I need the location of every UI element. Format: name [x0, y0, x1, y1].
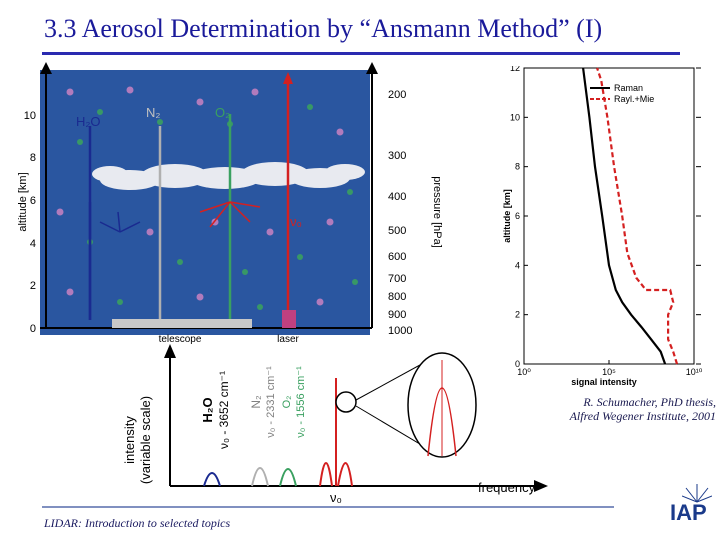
pressure-tick: 400	[388, 191, 406, 203]
o2-shift: ν₀ - 1556 cm⁻¹	[295, 366, 307, 438]
sky-background	[40, 70, 370, 335]
y-tick-label: 10	[510, 112, 520, 122]
n2-label: N₂	[146, 105, 160, 120]
lidar-scene-diagram: 0 2 4 6 8 10 altitude [km] 200 300 400 5…	[17, 62, 443, 345]
aerosol-particles	[56, 86, 358, 310]
legend: Raman Rayl.+Mie	[590, 83, 654, 104]
pressure-label: pressure [hPa]	[431, 176, 443, 248]
telescope	[112, 319, 252, 328]
pressure-tick: 900	[388, 309, 406, 321]
y-tick-label: 2	[515, 310, 520, 320]
credit-line-2: Alfred Wegener Institute, 2001	[569, 409, 716, 423]
y-axis-label: altitude [km]	[502, 189, 512, 243]
h2o-label: H₂O	[76, 114, 101, 129]
legend-raman: Raman	[614, 83, 643, 93]
altitude-axis-arrow	[40, 62, 52, 74]
o2-peak	[279, 468, 297, 487]
rayleigh-peak-left	[319, 462, 333, 487]
y-tick-label: 12	[510, 66, 520, 73]
x-tick-label: 10¹⁰	[686, 367, 703, 377]
altitude-tick: 8	[30, 152, 36, 164]
intensity-label: intensity	[122, 416, 137, 464]
pressure-tick: 700	[388, 273, 406, 285]
series-line-raman	[582, 67, 667, 365]
scatter-arrows	[199, 201, 261, 228]
n2-peak	[251, 467, 269, 487]
spectrum-diagram: intensity (variable scale) frequency ν₀ …	[122, 344, 548, 505]
nu0-axis-label: ν₀	[330, 490, 342, 505]
x-axis-ticks: 10⁰ 10⁵ 10¹⁰	[517, 360, 703, 377]
x-tick-label: 10⁰	[517, 367, 531, 377]
laser-label: laser	[277, 334, 299, 345]
h2o-spectrum-label: H₂O	[200, 397, 215, 422]
altitude-tick: 4	[30, 238, 36, 250]
altitude-tick: 6	[30, 195, 36, 207]
cloud-layer	[92, 162, 365, 190]
o2-label: O₂	[215, 105, 230, 120]
institute-logo-emblem	[682, 484, 712, 503]
altitude-tick: 0	[30, 323, 36, 335]
pressure-tick: 500	[388, 225, 406, 237]
signal-intensity-chart: 0 2 4 6 8 10 12 10⁰ 10⁵ 10¹⁰ signal intensity al…	[498, 66, 712, 388]
rayleigh-peak-right	[337, 462, 353, 487]
pressure-tick: 1000	[388, 325, 412, 337]
institute-logo: IAP	[670, 500, 707, 525]
h2o-shift: ν₀ - 3652 cm⁻¹	[217, 371, 231, 449]
credit-note: R. Schumacher, PhD thesis, Alfred Wegene…	[538, 395, 716, 423]
altitude-tick: 2	[30, 280, 36, 292]
zoom-source-circle	[335, 391, 357, 413]
title-rule	[42, 52, 680, 55]
pressure-tick: 200	[388, 89, 406, 101]
x-tick-label: 10⁵	[602, 367, 616, 377]
legend-rayl-mie: Rayl.+Mie	[614, 94, 654, 104]
o2-spectrum-label: O₂	[281, 396, 293, 409]
y-tick-label: 6	[515, 211, 520, 221]
slide-title: 3.3 Aerosol Determination by “Ansmann Me…	[44, 14, 603, 43]
telescope-label: telescope	[159, 334, 202, 345]
x-axis-label: signal intensity	[571, 377, 637, 387]
pressure-tick: 300	[388, 150, 406, 162]
n2-shift: ν₀ - 2331 cm⁻¹	[265, 366, 277, 438]
plot-series	[582, 67, 679, 365]
laser-source	[282, 310, 296, 328]
pressure-axis-arrow	[366, 62, 378, 74]
pressure-tick: 600	[388, 251, 406, 263]
nu0-label: ν₀	[290, 214, 302, 229]
altitude-tick: 10	[24, 110, 36, 122]
footer-rule	[42, 506, 614, 508]
credit-line-1: R. Schumacher, PhD thesis,	[583, 395, 716, 409]
altitude-label: altitude [km]	[17, 172, 29, 231]
pressure-tick: 800	[388, 291, 406, 303]
h2o-peak	[203, 472, 221, 487]
y-tick-label: 4	[515, 260, 520, 270]
frequency-label: frequency	[478, 480, 536, 495]
intensity-sublabel: (variable scale)	[138, 396, 153, 484]
y-axis-ticks: 0 2 4 6 8 10 12	[510, 66, 701, 369]
y-tick-label: 8	[515, 162, 520, 172]
n2-spectrum-label: N₂	[249, 395, 263, 409]
footer-text: LIDAR: Introduction to selected topics	[44, 516, 231, 530]
y-tick-label: 0	[515, 359, 520, 369]
